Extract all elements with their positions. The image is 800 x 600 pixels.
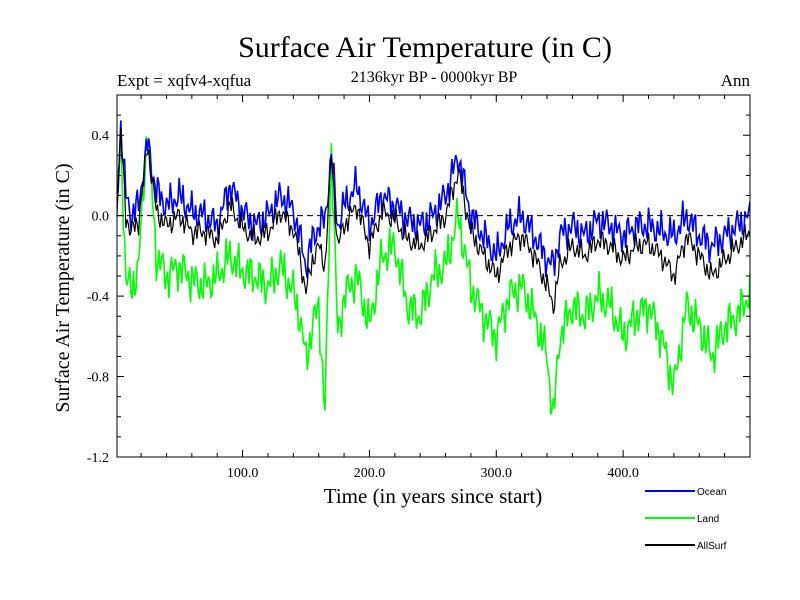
y-tick-label: -0.4: [87, 290, 109, 305]
x-axis-tick-labels: 100.0 200.0 300.0 400.0: [227, 466, 639, 481]
x-tick-label: 100.0: [227, 466, 259, 481]
chart-subtitle: 2136kyr BP - 0000kyr BP: [351, 69, 518, 86]
legend: Ocean Land AllSurf: [645, 487, 727, 552]
chart-title: Surface Air Temperature (in C): [238, 31, 612, 64]
experiment-label: Expt = xqfv4-xqfua: [117, 71, 252, 90]
axis-ticks: [117, 94, 750, 458]
series-line-land: [117, 120, 750, 415]
y-tick-label: -1.2: [87, 451, 109, 466]
y-tick-label: -0.8: [87, 371, 109, 386]
y-tick-label: 0.0: [92, 210, 110, 225]
y-tick-label: 0.4: [92, 129, 110, 144]
series-layer: [117, 120, 750, 415]
legend-label-allsurf: AllSurf: [697, 541, 727, 552]
x-tick-label: 300.0: [481, 466, 513, 481]
legend-label-ocean: Ocean: [697, 487, 726, 498]
legend-label-land: Land: [697, 514, 719, 525]
y-axis-label: Surface Air Temperature (in C): [52, 163, 74, 412]
series-line-ocean: [117, 120, 750, 279]
season-label: Ann: [721, 71, 751, 90]
y-axis-tick-labels: -1.2 -0.8 -0.4 0.0 0.4: [87, 129, 109, 466]
series-line-allsurf: [117, 127, 750, 315]
x-axis-label: Time (in years since start): [324, 484, 543, 508]
x-tick-label: 200.0: [354, 466, 386, 481]
x-tick-label: 400.0: [607, 466, 639, 481]
